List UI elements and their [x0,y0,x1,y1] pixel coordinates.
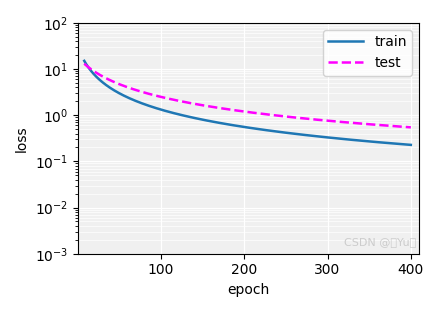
train [407,143,413,147]
test [305,117,311,121]
train [305,134,311,137]
Y-axis label: loss: loss [15,125,29,152]
test [115,82,120,85]
X-axis label: epoch: epoch [227,283,269,297]
train [225,123,230,126]
train [336,137,341,140]
train [115,90,120,94]
test [336,120,341,124]
test [81,62,87,66]
train [213,120,219,124]
Line: test: test [84,64,410,127]
test [341,120,346,124]
test [213,106,219,110]
test [225,107,230,111]
train [341,137,346,141]
train [81,59,87,63]
Line: train: train [84,61,410,145]
test [407,125,413,129]
Legend: train, test: train, test [322,30,411,76]
Text: CSDN @是Yu欧: CSDN @是Yu欧 [343,237,415,247]
